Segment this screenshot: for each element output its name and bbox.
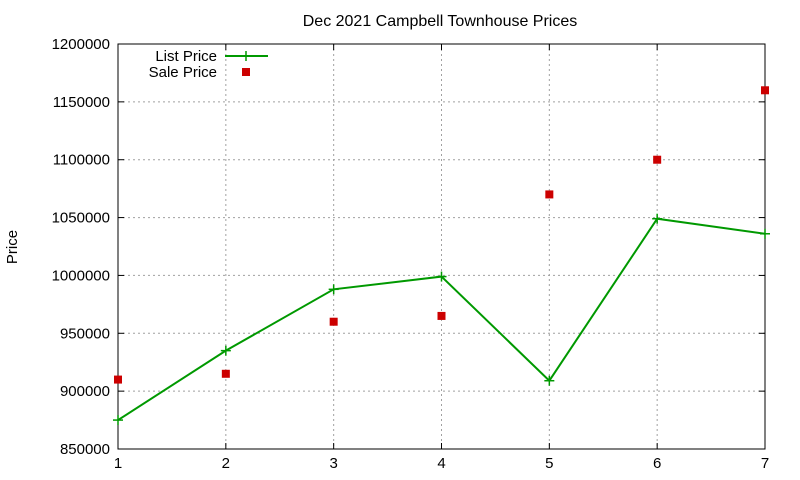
x-tick-label: 2: [222, 455, 230, 472]
x-tick-label: 4: [437, 455, 445, 472]
list-price-point: [760, 228, 770, 239]
y-tick-label: 1000000: [52, 267, 110, 284]
list-price-point: [436, 271, 447, 282]
y-tick-label: 1150000: [53, 94, 110, 111]
list-price-point: [220, 345, 231, 356]
plot-frame: [117, 43, 766, 450]
list-price-point: [544, 375, 555, 386]
list-price-point: [652, 213, 663, 224]
series: [113, 86, 770, 426]
x-tick-label: 3: [329, 455, 337, 472]
legend-label-sale-price: Sale Price: [149, 64, 217, 81]
sale-price-point: [329, 317, 338, 326]
y-tick-label: 1050000: [52, 210, 110, 227]
y-tick-label: 1200000: [52, 36, 110, 53]
list-price-point: [328, 284, 339, 295]
y-tick-label: 850000: [60, 441, 110, 458]
sale-price-point: [653, 155, 662, 164]
x-tick-label: 6: [653, 455, 661, 472]
legend-marker-sale-price: [242, 68, 250, 76]
legend-label-list-price: List Price: [155, 48, 217, 65]
sale-price-point: [761, 86, 769, 95]
y-tick-label: 900000: [60, 383, 110, 400]
x-tick-label: 1: [114, 455, 122, 472]
sale-price-point: [437, 311, 446, 320]
grid: [118, 44, 765, 449]
sale-price-point: [114, 375, 122, 384]
list-price-point: [113, 415, 123, 426]
x-tick-label: 5: [545, 455, 553, 472]
sale-price-point: [545, 190, 554, 199]
x-tick-label: 7: [761, 455, 769, 472]
y-axis-label: Price: [4, 230, 21, 264]
chart-title: Dec 2021 Campbell Townhouse Prices: [303, 13, 578, 30]
y-tick-label: 950000: [60, 325, 110, 342]
y-tick-label: 1100000: [53, 152, 110, 169]
axis-ticks: 850000 900000 950000 1000000 1050000 1100000 1…: [52, 36, 770, 472]
sale-price-point: [221, 369, 230, 378]
legend-marker-list-price: [241, 51, 251, 61]
